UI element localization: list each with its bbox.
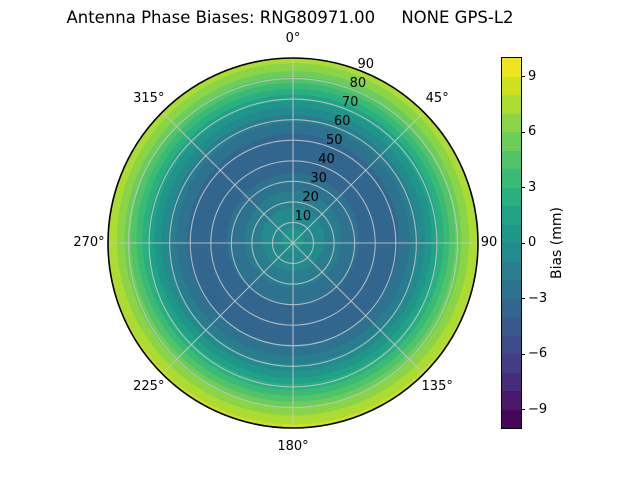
colorbar-band [502,113,521,132]
colorbar-band [502,187,521,206]
colorbar-band [502,261,521,280]
colorbar-bands [502,58,521,428]
r-tick-label-60: 60 [333,114,351,130]
colorbar-tick-0 [521,242,525,244]
colorbar-band [502,372,521,391]
colorbar-band [502,150,521,169]
colorbar-tick--6 [521,353,525,355]
colorbar-tick-9 [521,76,525,78]
colorbar [501,57,522,429]
polar-outline [107,57,479,429]
colorbar-band [502,280,521,299]
colorbar-band [502,317,521,336]
theta-tick-label-45: 45° [425,90,449,106]
r-tick-label-30: 30 [310,171,327,186]
r-tick-label-70: 70 [341,95,359,111]
colorbar-tick--9 [521,409,525,411]
theta-tick-label-90: 90 [480,235,498,250]
theta-tick-label-270: 270° [73,235,105,250]
colorbar-label: Bias (mm) [549,206,565,280]
colorbar-band [502,391,521,410]
colorbar-band [502,132,521,151]
colorbar-tick-label--9: −9 [528,401,548,417]
plot-title: Antenna Phase Biases: RNG80971.00 NONE G… [66,8,514,27]
colorbar-tick-label-0: 0 [528,235,537,250]
colorbar-band [502,409,521,428]
theta-tick-label-225: 225° [133,379,165,395]
colorbar-band [502,354,521,373]
r-tick-label-10: 10 [294,209,312,224]
colorbar-band [502,58,521,77]
theta-gridline-225 [161,242,294,375]
theta-tick-label-135: 135° [421,379,453,395]
theta-gridline-135 [292,242,425,375]
theta-tick-label-0: 0° [285,31,301,46]
colorbar-tick-6 [521,131,525,133]
theta-gridline-315 [161,111,294,244]
colorbar-tick-label-3: 3 [528,179,537,195]
colorbar-band [502,206,521,225]
r-tick-label-40: 40 [318,152,335,167]
colorbar-band [502,298,521,317]
r-tick-label-90: 90 [357,57,375,73]
theta-tick-label-315: 315° [133,90,165,106]
colorbar-band [502,224,521,243]
colorbar-tick-label--6: −6 [528,346,548,361]
colorbar-tick-label--3: −3 [528,290,548,306]
theta-tick-label-180: 180° [277,439,309,454]
colorbar-tick--3 [521,298,525,300]
r-tick-label-80: 80 [349,76,367,92]
colorbar-band [502,76,521,95]
colorbar-band [502,335,521,354]
colorbar-band [502,169,521,188]
colorbar-band [502,243,521,262]
colorbar-tick-label-6: 6 [528,124,537,139]
r-tick-label-20: 20 [302,190,319,205]
theta-gridline-45 [292,111,425,244]
colorbar-tick-3 [521,187,525,189]
colorbar-tick-label-9: 9 [528,68,537,84]
r-tick-label-50: 50 [326,133,343,148]
angular-gridlines [108,58,478,428]
colorbar-band [502,95,521,114]
